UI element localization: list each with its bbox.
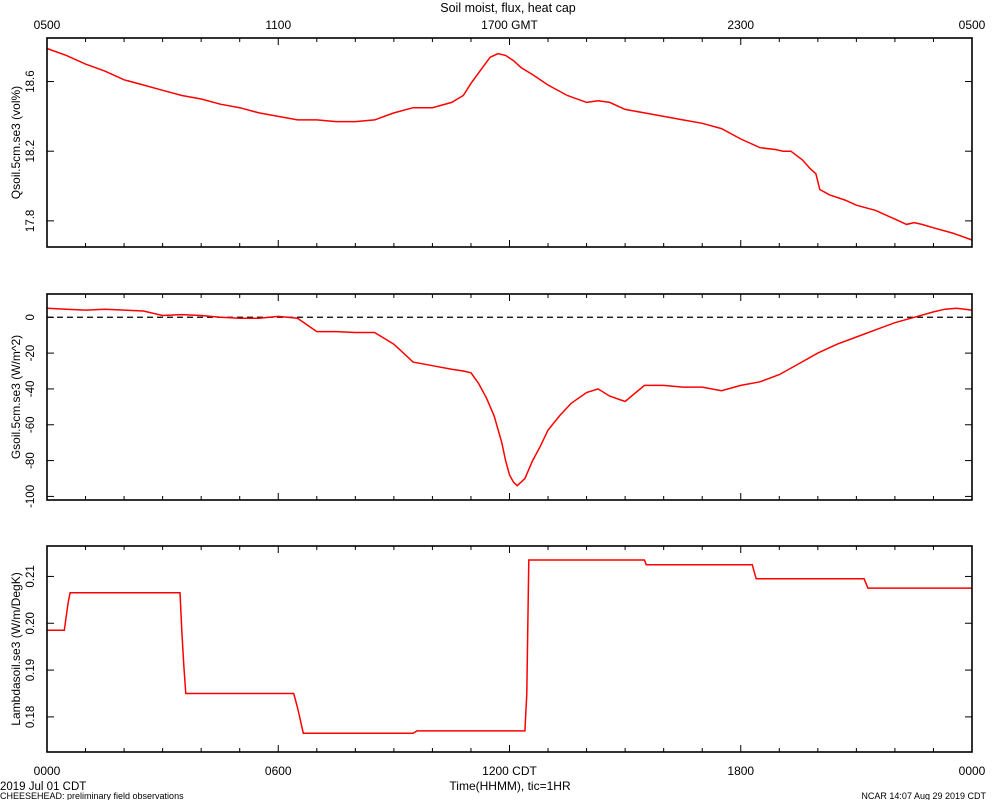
date-label: 2019 Jul 01 CDT (0, 781, 86, 793)
series-line-2 (46, 307, 973, 487)
y-axis-label: Lambdasoil.se3 (W/m/DegK) (9, 572, 23, 725)
top-tick-label: 0500 (34, 18, 61, 32)
panel-frame (46, 545, 973, 753)
y-axis-label: Qsoil.5cm.se3 (vol%) (9, 86, 23, 199)
top-tick-label: 2300 (727, 18, 754, 32)
y-tick-label: 0.20 (25, 612, 37, 634)
y-tick-label: 0 (25, 314, 37, 320)
bottom-time-axis: 0000 0600 1200 CDT 1800 0000 (34, 764, 986, 778)
series-line-1 (46, 47, 973, 241)
x-axis-label: Time(HHMM), tic=1HR (449, 779, 571, 793)
footer-right: NCAR 14:07 Aug 29 2019 CDT (861, 791, 986, 800)
chart-title: Soil moist, flux, heat cap (440, 1, 576, 15)
y-axis-label: Gsoil.5cm.se3 (W/m^2) (9, 335, 23, 459)
y-tick-label: 0.21 (25, 565, 37, 587)
y-tick-label: -40 (25, 381, 37, 398)
panel-frame (46, 293, 973, 501)
panel-2: -100 -80 -60 -40 -20 0 Gsoil.5cm.se3 (W/m^2) (9, 293, 973, 508)
y-tick-label: -20 (25, 345, 37, 362)
bottom-tick-label: 0000 (959, 764, 986, 778)
y-tick-label: -100 (25, 485, 37, 508)
series-line-3 (47, 559, 972, 735)
top-tick-label: 0500 (959, 18, 986, 32)
top-tick-label: 1700 GMT (481, 18, 538, 32)
y-tick-label: 18.2 (25, 140, 37, 162)
y-tick-label: 17.8 (25, 210, 37, 232)
bottom-tick-label: 0000 (34, 764, 61, 778)
y-tick-label: -60 (25, 416, 37, 433)
bottom-tick-label: 0600 (265, 764, 292, 778)
y-tick-label: 18.6 (25, 70, 37, 92)
y-tick-label: 0.19 (25, 659, 37, 681)
footer-left: CHEESEHEAD: preliminary field observatio… (0, 791, 184, 800)
bottom-tick-label: 1800 (727, 764, 754, 778)
top-tick-label: 1100 (265, 18, 291, 32)
bottom-tick-label: 1200 CDT (482, 764, 537, 778)
y-tick-label: 0.18 (25, 706, 37, 728)
panel-frame (46, 37, 973, 248)
top-time-axis: 0500 1100 1700 GMT 2300 0500 (34, 18, 986, 32)
y-tick-label: -80 (25, 452, 37, 469)
